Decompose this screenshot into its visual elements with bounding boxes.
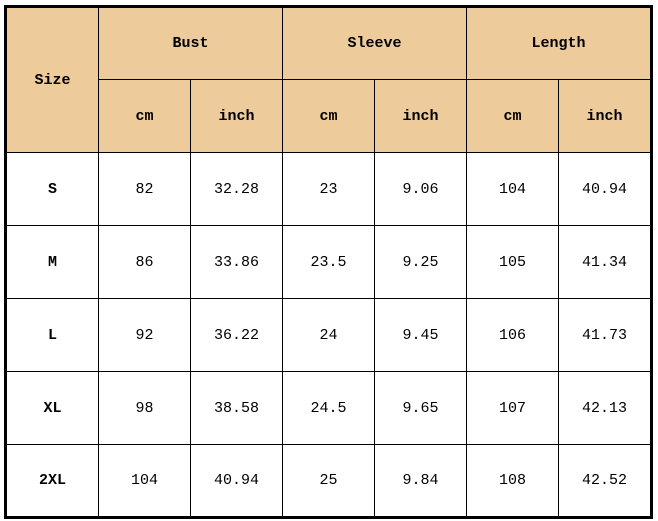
table-row: S 82 32.28 23 9.06 104 40.94 (5, 152, 652, 226)
measurement-cell: 33.86 (190, 225, 283, 299)
table-row: 2XL 104 40.94 25 9.84 108 42.52 (5, 444, 652, 518)
measurement-cell: 9.25 (374, 225, 467, 299)
measurement-cell: 9.06 (374, 152, 467, 226)
measurement-cell: 23.5 (282, 225, 375, 299)
unit-header: cm (98, 79, 191, 153)
unit-header: inch (190, 79, 283, 153)
measurement-cell: 42.13 (558, 371, 652, 445)
measurement-cell: 106 (466, 298, 559, 372)
table-row: M 86 33.86 23.5 9.25 105 41.34 (5, 225, 652, 299)
size-cell: 2XL (5, 444, 99, 518)
size-cell: M (5, 225, 99, 299)
table-row: L 92 36.22 24 9.45 106 41.73 (5, 298, 652, 372)
measurement-cell: 40.94 (558, 152, 652, 226)
size-chart-table: Size Bust Sleeve Length cm inch cm inch … (4, 5, 653, 519)
unit-header: cm (282, 79, 375, 153)
measurement-cell: 9.65 (374, 371, 467, 445)
measurement-cell: 40.94 (190, 444, 283, 518)
measurement-cell: 24 (282, 298, 375, 372)
size-cell: L (5, 298, 99, 372)
measurement-cell: 23 (282, 152, 375, 226)
measurement-cell: 24.5 (282, 371, 375, 445)
measurement-cell: 41.73 (558, 298, 652, 372)
size-cell: S (5, 152, 99, 226)
measurement-cell: 38.58 (190, 371, 283, 445)
measurement-cell: 9.45 (374, 298, 467, 372)
measurement-cell: 42.52 (558, 444, 652, 518)
table-row: XL 98 38.58 24.5 9.65 107 42.13 (5, 371, 652, 445)
measurement-cell: 36.22 (190, 298, 283, 372)
measurement-cell: 104 (98, 444, 191, 518)
sleeve-header: Sleeve (282, 6, 467, 80)
measurement-cell: 41.34 (558, 225, 652, 299)
measurement-cell: 82 (98, 152, 191, 226)
measurement-cell: 25 (282, 444, 375, 518)
measurement-cell: 9.84 (374, 444, 467, 518)
unit-header: inch (558, 79, 652, 153)
measurement-cell: 92 (98, 298, 191, 372)
unit-header: inch (374, 79, 467, 153)
measurement-cell: 107 (466, 371, 559, 445)
unit-header: cm (466, 79, 559, 153)
measurement-cell: 104 (466, 152, 559, 226)
size-header: Size (5, 6, 99, 153)
measurement-cell: 108 (466, 444, 559, 518)
measurement-cell: 86 (98, 225, 191, 299)
size-cell: XL (5, 371, 99, 445)
measurement-cell: 32.28 (190, 152, 283, 226)
bust-header: Bust (98, 6, 283, 80)
measurement-cell: 98 (98, 371, 191, 445)
length-header: Length (466, 6, 652, 80)
measurement-cell: 105 (466, 225, 559, 299)
